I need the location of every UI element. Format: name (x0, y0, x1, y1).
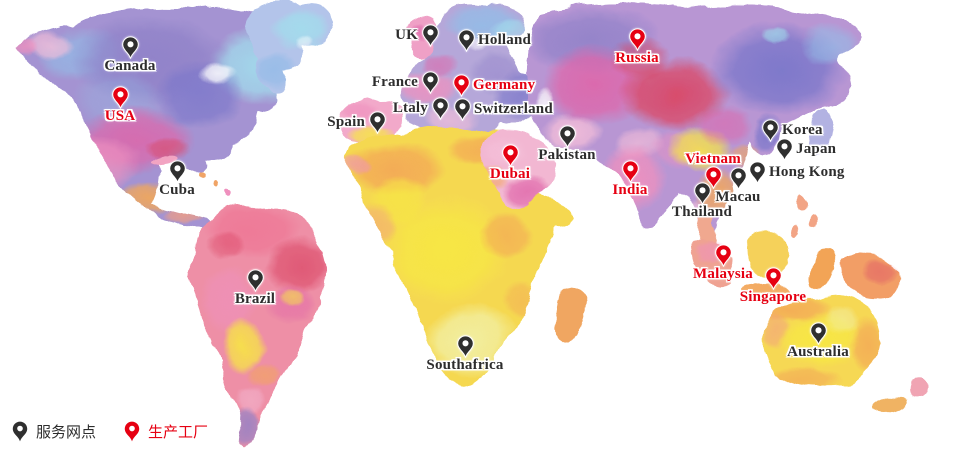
map-label: Korea (782, 121, 823, 138)
map-label: Pakistan (538, 147, 596, 163)
map-legend: 服务网点 生产工厂 (12, 421, 208, 442)
map-label: Brazil (234, 291, 276, 307)
map-label: India (612, 182, 648, 198)
pin-icon (421, 23, 439, 47)
map-label: Switzerland (474, 100, 553, 117)
pin-icon (457, 28, 475, 52)
pin-icon (452, 73, 470, 97)
legend-factory-label: 生产工厂 (148, 423, 209, 441)
map-label: Holland (478, 31, 532, 48)
pin-icon (456, 334, 474, 358)
map-label: Russia (615, 50, 659, 66)
pin-icon (764, 266, 782, 290)
pin-icon (748, 160, 766, 184)
map-label: France (371, 73, 418, 90)
map-label: USA (104, 108, 136, 124)
pin-icon (368, 110, 386, 134)
map-label: Cuba (159, 182, 195, 198)
map-label: Canada (104, 58, 156, 74)
pin-icon (628, 27, 646, 51)
map-label: Macau (715, 189, 761, 205)
pin-icon (693, 181, 711, 205)
pin-icon (168, 159, 186, 183)
islands-japan (808, 109, 833, 154)
map-label: Hong Kong (769, 163, 845, 180)
pin-icon (714, 243, 732, 267)
map-label: Southafrica (426, 357, 504, 373)
pin-icon (246, 268, 264, 292)
pin-icon (431, 96, 449, 120)
map-label: Vietnam (685, 150, 741, 167)
service-pin-icon (12, 421, 28, 442)
map-label: Thailand (672, 204, 732, 220)
pin-icon (558, 124, 576, 148)
pin-icon (121, 35, 139, 59)
map-label: Spain (327, 113, 365, 130)
legend-service-label: 服务网点 (36, 423, 97, 441)
pin-icon (809, 321, 827, 345)
pin-icon (761, 118, 779, 142)
map-label: Malaysia (693, 266, 753, 282)
pin-icon (421, 70, 439, 94)
pin-icon (704, 165, 722, 189)
map-label: Singapore (739, 289, 807, 305)
islands-new-zealand (874, 377, 926, 414)
map-label: Ltaly (392, 99, 428, 116)
map-label: Australia (787, 344, 849, 360)
pin-icon (621, 159, 639, 183)
islands-southeast-asia (690, 197, 899, 300)
island-madagascar (556, 286, 588, 344)
continent-asia (526, 2, 861, 231)
legend-item-factory: 生产工厂 (124, 421, 208, 442)
pin-icon (501, 143, 519, 167)
caribbean-islands (151, 157, 231, 195)
pin-icon (453, 97, 471, 121)
pin-icon (111, 85, 129, 109)
pin-icon (729, 166, 747, 190)
legend-item-service: 服务网点 (12, 421, 96, 442)
factory-pin-icon (124, 421, 140, 442)
map-label: UK (395, 26, 418, 43)
pin-icon (775, 137, 793, 161)
map-label: Germany (473, 76, 536, 93)
map-label: Dubai (489, 166, 531, 182)
map-label: Japan (796, 140, 837, 157)
